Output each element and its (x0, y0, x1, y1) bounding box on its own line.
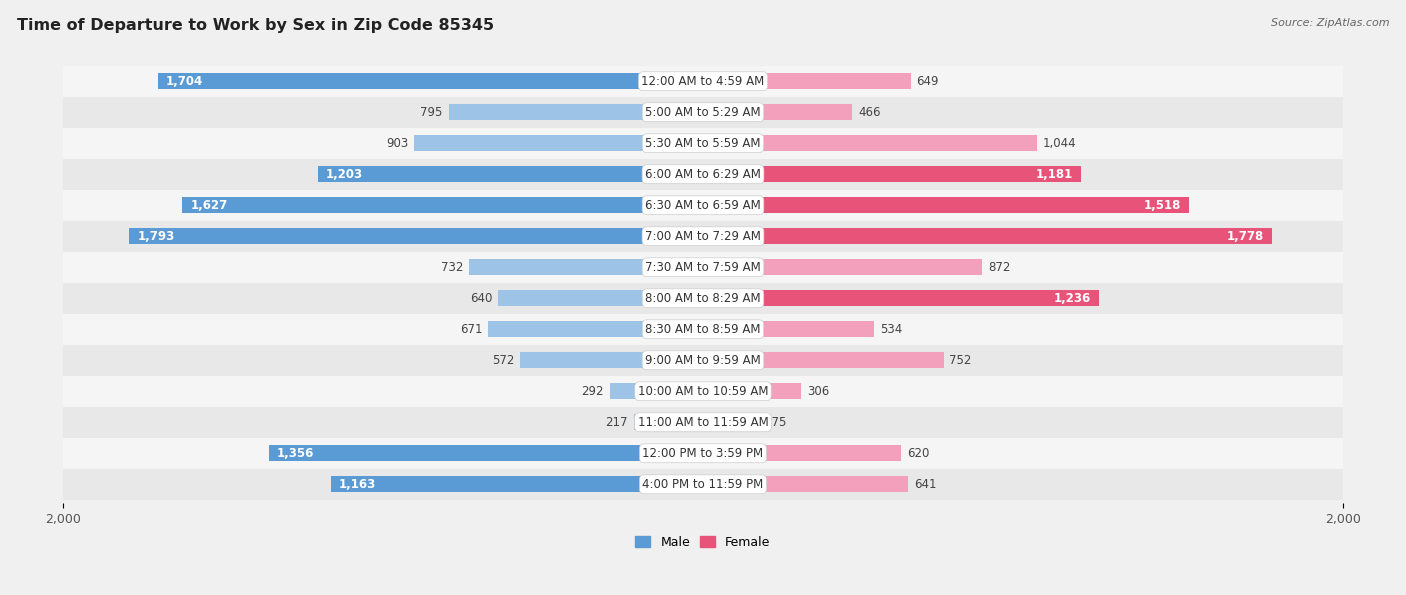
Bar (703, 445, 901, 461)
Text: 1,704: 1,704 (166, 75, 202, 87)
Bar (63, 345, 1343, 376)
Text: 732: 732 (440, 261, 463, 274)
Bar (413, 135, 703, 151)
Text: 795: 795 (420, 106, 443, 119)
Text: 1,778: 1,778 (1226, 230, 1264, 243)
Bar (703, 290, 1098, 306)
Bar (63, 190, 1343, 221)
Text: 10:00 AM to 10:59 AM: 10:00 AM to 10:59 AM (638, 385, 768, 398)
Bar (330, 476, 703, 492)
Bar (318, 166, 703, 182)
Text: 8:00 AM to 8:29 AM: 8:00 AM to 8:29 AM (645, 292, 761, 305)
Bar (703, 104, 852, 120)
Bar (703, 166, 1081, 182)
Text: 6:00 AM to 6:29 AM: 6:00 AM to 6:29 AM (645, 168, 761, 181)
Bar (488, 321, 703, 337)
Text: 7:30 AM to 7:59 AM: 7:30 AM to 7:59 AM (645, 261, 761, 274)
Text: 872: 872 (988, 261, 1010, 274)
Text: 1,181: 1,181 (1036, 168, 1073, 181)
Bar (63, 438, 1343, 469)
Bar (63, 97, 1343, 128)
Text: 671: 671 (460, 322, 482, 336)
Text: 1,627: 1,627 (190, 199, 228, 212)
Bar (703, 414, 759, 430)
Text: 1,044: 1,044 (1043, 137, 1077, 150)
Bar (63, 283, 1343, 314)
Bar (703, 73, 911, 89)
Bar (183, 197, 703, 213)
Text: 1,356: 1,356 (277, 447, 315, 460)
Text: 5:30 AM to 5:59 AM: 5:30 AM to 5:59 AM (645, 137, 761, 150)
Bar (63, 221, 1343, 252)
Text: 292: 292 (581, 385, 603, 398)
Text: 6:30 AM to 6:59 AM: 6:30 AM to 6:59 AM (645, 199, 761, 212)
Bar (703, 476, 908, 492)
Text: 5:00 AM to 5:29 AM: 5:00 AM to 5:29 AM (645, 106, 761, 119)
Bar (449, 104, 703, 120)
Text: 175: 175 (765, 416, 787, 429)
Text: 12:00 PM to 3:59 PM: 12:00 PM to 3:59 PM (643, 447, 763, 460)
Text: 8:30 AM to 8:59 AM: 8:30 AM to 8:59 AM (645, 322, 761, 336)
Bar (63, 65, 1343, 97)
Bar (63, 407, 1343, 438)
Bar (468, 259, 703, 275)
Text: 640: 640 (470, 292, 492, 305)
Bar (703, 383, 801, 399)
Bar (498, 290, 703, 306)
Text: 306: 306 (807, 385, 830, 398)
Bar (157, 73, 703, 89)
Bar (63, 469, 1343, 500)
Bar (520, 352, 703, 368)
Bar (610, 383, 703, 399)
Bar (63, 252, 1343, 283)
Text: 1,793: 1,793 (138, 230, 174, 243)
Text: 752: 752 (949, 354, 972, 367)
Text: 1,518: 1,518 (1143, 199, 1181, 212)
Bar (703, 197, 1188, 213)
Text: 11:00 AM to 11:59 AM: 11:00 AM to 11:59 AM (638, 416, 768, 429)
Text: 903: 903 (387, 137, 408, 150)
Bar (63, 314, 1343, 345)
Text: 1,236: 1,236 (1053, 292, 1091, 305)
Bar (63, 376, 1343, 407)
Text: 12:00 AM to 4:59 AM: 12:00 AM to 4:59 AM (641, 75, 765, 87)
Text: Source: ZipAtlas.com: Source: ZipAtlas.com (1271, 18, 1389, 28)
Text: 1,163: 1,163 (339, 478, 375, 491)
Bar (703, 259, 981, 275)
Bar (129, 228, 703, 245)
Text: 649: 649 (917, 75, 939, 87)
Text: 4:00 PM to 11:59 PM: 4:00 PM to 11:59 PM (643, 478, 763, 491)
Text: Time of Departure to Work by Sex in Zip Code 85345: Time of Departure to Work by Sex in Zip … (17, 18, 494, 33)
Bar (63, 128, 1343, 159)
Text: 620: 620 (907, 447, 929, 460)
Legend: Male, Female: Male, Female (630, 531, 776, 554)
Text: 217: 217 (606, 416, 628, 429)
Bar (703, 228, 1272, 245)
Text: 572: 572 (492, 354, 515, 367)
Bar (703, 135, 1038, 151)
Text: 7:00 AM to 7:29 AM: 7:00 AM to 7:29 AM (645, 230, 761, 243)
Bar (634, 414, 703, 430)
Bar (269, 445, 703, 461)
Bar (703, 321, 875, 337)
Text: 534: 534 (880, 322, 901, 336)
Text: 466: 466 (858, 106, 880, 119)
Text: 9:00 AM to 9:59 AM: 9:00 AM to 9:59 AM (645, 354, 761, 367)
Text: 641: 641 (914, 478, 936, 491)
Text: 1,203: 1,203 (326, 168, 363, 181)
Bar (703, 352, 943, 368)
Bar (63, 159, 1343, 190)
